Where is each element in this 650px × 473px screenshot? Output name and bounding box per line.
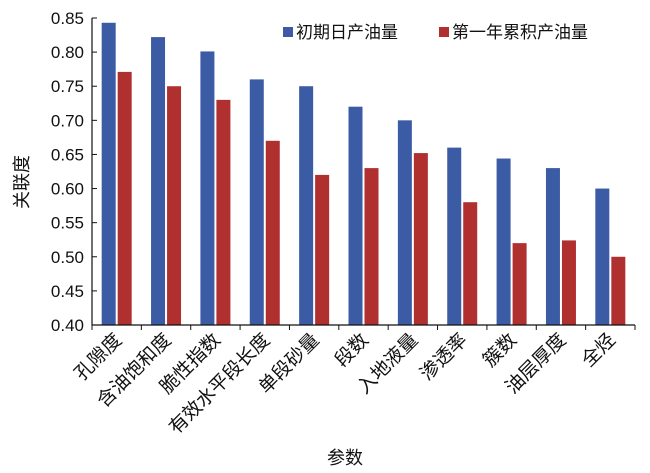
y-tick-label: 0.85 bbox=[51, 9, 84, 28]
bar-series-1-7 bbox=[447, 147, 462, 325]
legend-swatch-series-1 bbox=[283, 27, 293, 37]
bar-series-1-10 bbox=[595, 188, 610, 325]
bar-series-2-10 bbox=[611, 256, 626, 325]
bars-group bbox=[101, 22, 626, 326]
bar-series-1-5 bbox=[348, 106, 363, 325]
y-tick-label: 0.70 bbox=[51, 111, 84, 130]
bar-series-2-2 bbox=[216, 99, 231, 325]
bar-series-1-1 bbox=[151, 37, 166, 325]
bar-series-1-3 bbox=[249, 79, 264, 326]
y-tick-label: 0.45 bbox=[51, 282, 84, 301]
x-category-label: 渗透率 bbox=[416, 329, 472, 385]
y-tick-label: 0.60 bbox=[51, 180, 84, 199]
bar-series-1-0 bbox=[101, 22, 116, 326]
bar-series-1-2 bbox=[200, 51, 215, 325]
bar-series-2-0 bbox=[117, 71, 132, 325]
bar-series-2-4 bbox=[315, 174, 330, 325]
y-axis-title: 关联度 bbox=[12, 155, 33, 209]
legend-label-series-1: 初期日产油量 bbox=[296, 23, 398, 43]
bar-series-1-6 bbox=[397, 120, 412, 325]
x-category-label: 簇数 bbox=[479, 329, 521, 371]
x-axis-title: 参数 bbox=[327, 448, 363, 469]
bar-series-1-4 bbox=[299, 86, 314, 325]
y-tick-label: 0.75 bbox=[51, 77, 84, 96]
bar-series-1-8 bbox=[496, 158, 511, 325]
bar-series-2-8 bbox=[512, 243, 527, 325]
x-category-label: 全烃 bbox=[577, 329, 619, 371]
y-tick-label: 0.40 bbox=[51, 316, 84, 335]
bar-series-2-7 bbox=[463, 202, 478, 325]
legend: 初期日产油量 第一年累积产油量 bbox=[283, 23, 588, 43]
y-tick-label: 0.65 bbox=[51, 145, 84, 164]
legend-swatch-series-2 bbox=[439, 27, 449, 37]
legend-label-series-2: 第一年累积产油量 bbox=[452, 23, 588, 43]
bar-series-2-3 bbox=[265, 140, 280, 325]
y-tick-label: 0.55 bbox=[51, 214, 84, 233]
bar-series-2-5 bbox=[364, 168, 379, 325]
bar-series-2-9 bbox=[561, 240, 576, 325]
y-tick-label: 0.80 bbox=[51, 43, 84, 62]
y-tick-group: 0.40 0.45 0.50 0.55 0.60 0.65 0.70 0.75 0.80 0.85 bbox=[51, 9, 97, 335]
bar-series-2-1 bbox=[167, 86, 182, 325]
x-category-label: 段数 bbox=[331, 329, 373, 371]
bar-series-2-6 bbox=[413, 153, 428, 325]
y-tick-label: 0.50 bbox=[51, 248, 84, 267]
bar-series-1-9 bbox=[545, 168, 560, 325]
